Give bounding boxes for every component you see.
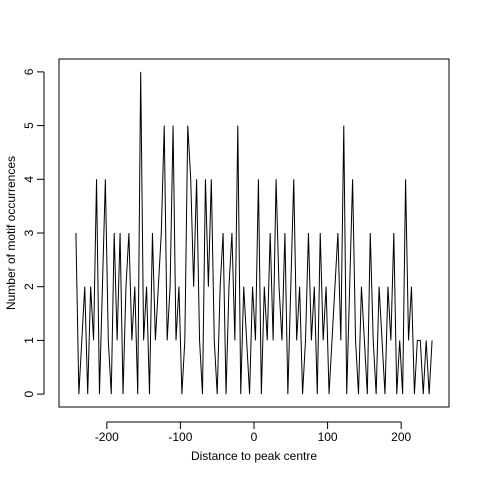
y-tick-label: 3	[22, 229, 36, 236]
y-tick-label: 2	[22, 283, 36, 290]
x-axis-label: Distance to peak centre	[191, 449, 317, 463]
x-tick-label: 0	[251, 430, 258, 444]
x-tick-label: -200	[95, 430, 119, 444]
y-axis-label: Number of motif occurrences	[4, 156, 18, 310]
y-tick-label: 0	[22, 390, 36, 397]
data-line	[75, 71, 433, 395]
y-tick-label: 5	[22, 122, 36, 129]
plot-frame	[58, 58, 450, 408]
y-tick-label: 1	[22, 337, 36, 344]
x-tick-label: -100	[168, 430, 192, 444]
y-tick-label: 6	[22, 68, 36, 75]
x-tick-label: 100	[318, 430, 338, 444]
x-tick-label: 200	[391, 430, 411, 444]
y-tick-label: 4	[22, 176, 36, 183]
